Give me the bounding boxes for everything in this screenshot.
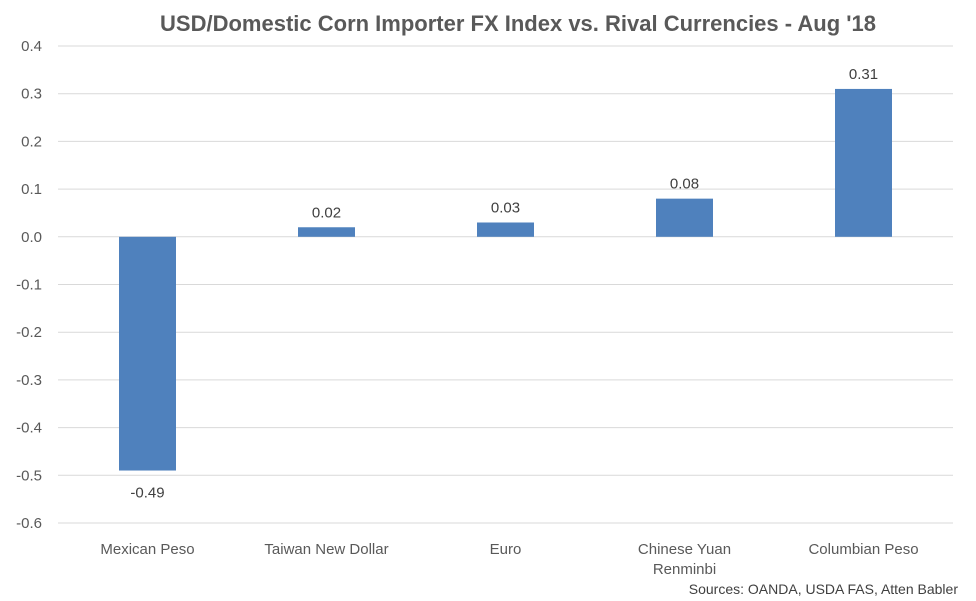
y-tick-label: -0.1 [16, 277, 42, 294]
y-tick-label: -0.4 [16, 420, 42, 437]
category-label: Taiwan New Dollar [264, 541, 388, 558]
category-label: Columbian Peso [808, 541, 918, 558]
source-note: Sources: OANDA, USDA FAS, Atten Babler [689, 581, 959, 597]
bar [477, 222, 534, 237]
data-label: -0.49 [130, 485, 164, 502]
y-tick-label: 0.0 [21, 229, 42, 246]
data-label: 0.03 [491, 199, 520, 216]
bar [119, 236, 176, 471]
y-axis-ticks: 0.4 0.3 0.2 0.1 0.0 -0.1 -0.2 -0.3 -0.4 -0.5 -0.6 [16, 38, 42, 532]
data-label: 0.08 [670, 176, 699, 193]
bar [656, 198, 713, 237]
data-label: 0.31 [849, 66, 878, 83]
category-label: Chinese Yuan [638, 541, 731, 558]
bars [119, 88, 892, 471]
y-tick-label: 0.1 [21, 181, 42, 198]
data-label: 0.02 [312, 204, 341, 221]
bar [298, 227, 355, 237]
data-labels: -0.49 0.02 0.03 0.08 0.31 [130, 66, 878, 502]
y-tick-label: 0.4 [21, 38, 42, 55]
x-axis-categories: Mexican Peso Taiwan New Dollar Euro Chinese… [100, 541, 918, 578]
y-tick-label: -0.3 [16, 372, 42, 389]
chart-title: USD/Domestic Corn Importer FX Index vs. … [160, 11, 876, 36]
y-tick-label: -0.6 [16, 515, 42, 532]
category-label: Mexican Peso [100, 541, 194, 558]
y-tick-label: 0.3 [21, 86, 42, 103]
bar [835, 88, 892, 237]
y-tick-label: 0.2 [21, 133, 42, 150]
y-tick-label: -0.5 [16, 467, 42, 484]
category-label: Euro [490, 541, 522, 558]
category-label: Renminbi [653, 561, 716, 578]
gridlines [58, 45, 953, 524]
y-tick-label: -0.2 [16, 324, 42, 341]
